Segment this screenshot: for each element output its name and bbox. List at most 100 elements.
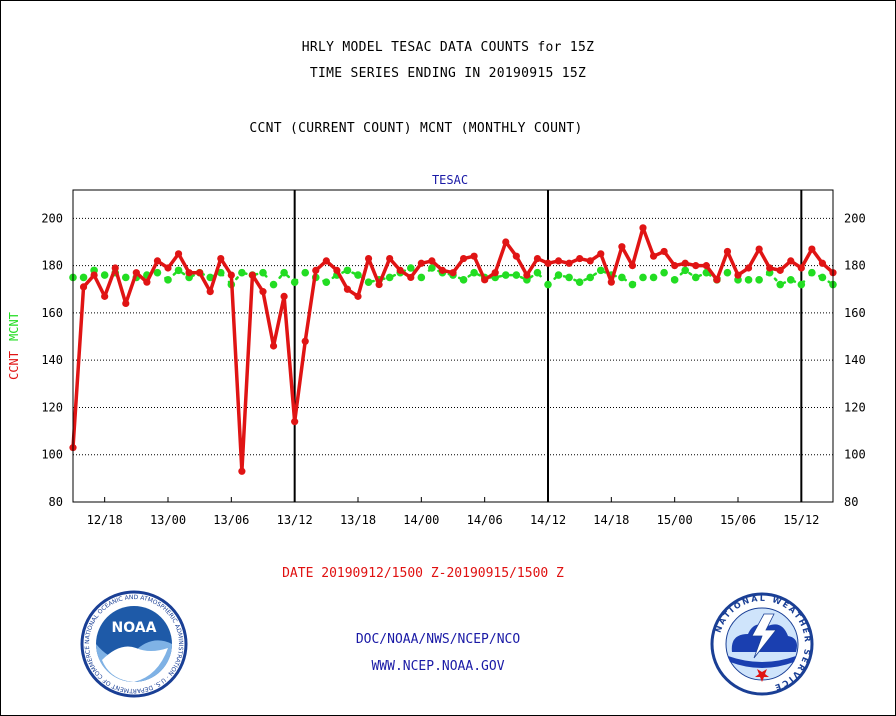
y-axis-label: CCNT MCNT <box>7 312 21 380</box>
y-tick-label-right: 200 <box>844 211 866 225</box>
ccnt-point <box>196 269 204 277</box>
x-tick-label: 13/00 <box>150 513 186 527</box>
mcnt-point <box>776 280 785 289</box>
ccnt-point <box>639 224 647 232</box>
mcnt-point <box>554 271 563 279</box>
ccnt-point <box>586 257 594 265</box>
mcnt-point <box>723 268 732 277</box>
mcnt-point <box>586 273 595 282</box>
ccnt-point <box>459 254 468 263</box>
ccnt-point <box>502 238 510 246</box>
chart-title-line-3: CCNT (CURRENT COUNT) MCNT (MONTHLY COUNT… <box>249 121 583 136</box>
chart-title-line-1: HRLY MODEL TESAC DATA COUNTS for 15Z <box>301 40 595 55</box>
ccnt-point <box>428 257 436 265</box>
ccnt-point <box>407 273 415 282</box>
ccnt-point <box>607 278 615 286</box>
day-boundary-lines <box>293 190 803 502</box>
noaa-logo: NOAA NATIONAL OCEANIC AND ATMOSPHERIC AD… <box>80 590 188 698</box>
mcnt-point <box>290 278 299 286</box>
ccnt-point <box>386 254 394 263</box>
ccnt-point <box>618 243 626 251</box>
x-tick-label: 13/12 <box>277 513 313 527</box>
ccnt-point <box>122 299 130 308</box>
x-tick-label: 15/12 <box>783 513 819 527</box>
x-axis-ticks: 12/18 13/00 13/06 13/12 13/18 14/00 14/06 14/12… <box>87 497 819 527</box>
mcnt-point <box>174 266 183 275</box>
mcnt-point <box>354 271 362 279</box>
x-tick-label: 14/18 <box>593 513 629 527</box>
ccnt-point <box>143 278 151 286</box>
y-tick-label-left: 200 <box>41 211 63 225</box>
mcnt-point <box>322 278 331 286</box>
ccnt-point <box>185 269 193 277</box>
ccnt-point <box>554 257 563 265</box>
x-tick-label: 14/00 <box>403 513 439 527</box>
ccnt-point <box>512 252 520 260</box>
ccnt-point <box>766 264 774 272</box>
ccnt-point <box>481 276 489 284</box>
ccnt-point <box>597 250 605 258</box>
ccnt-point <box>491 269 499 277</box>
mcnt-point <box>797 280 806 289</box>
y-tick-label-left: 160 <box>41 306 63 320</box>
x-tick-label: 12/18 <box>87 513 123 527</box>
ccnt-point <box>90 271 98 279</box>
ccnt-point <box>734 271 742 279</box>
ccnt-point <box>217 254 225 263</box>
mcnt-point <box>596 266 605 275</box>
ccnt-point <box>713 276 721 284</box>
mcnt-point <box>744 276 753 284</box>
mcnt-point <box>512 271 521 279</box>
ccnt-point <box>164 264 172 272</box>
ccnt-point <box>375 280 383 289</box>
credit-url[interactable]: WWW.NCEP.NOAA.GOV <box>371 659 505 674</box>
y-axis-ticks: 80 80 100 100 120 120 140 140 160 160 180 180 200 200 <box>41 211 865 509</box>
mcnt-point <box>660 268 668 277</box>
ccnt-point <box>702 262 710 270</box>
ccnt-point <box>322 257 330 265</box>
ccnt-point <box>692 262 700 270</box>
ccnt-point <box>681 259 689 267</box>
ccnt-point <box>797 264 805 272</box>
mcnt-point <box>628 280 637 289</box>
ccnt-point <box>79 283 88 291</box>
ccnt-point <box>417 259 425 267</box>
ccnt-point <box>111 264 119 272</box>
y-tick-label-right: 140 <box>844 353 866 367</box>
mcnt-point <box>565 273 573 282</box>
y-tick-label-right: 180 <box>844 259 866 273</box>
mcnt-point <box>216 268 225 277</box>
ccnt-line <box>71 226 835 474</box>
ccnt-point <box>776 266 784 274</box>
mcnt-point <box>238 268 246 277</box>
mcnt-point <box>406 264 415 272</box>
chart-title-line-2: TIME SERIES ENDING IN 20190915 15Z <box>309 66 587 81</box>
mcnt-point <box>501 271 510 279</box>
mcnt-point <box>670 276 679 284</box>
ccnt-point <box>544 259 552 267</box>
ccnt-point <box>343 285 352 293</box>
mcnt-point <box>280 268 288 277</box>
mcnt-point <box>385 273 394 282</box>
ccnt-point <box>312 266 320 274</box>
y-tick-label-right: 160 <box>844 306 866 320</box>
ccnt-point <box>438 266 447 274</box>
ccnt-point <box>153 257 162 265</box>
ccnt-point <box>576 254 584 263</box>
mcnt-point <box>755 276 763 284</box>
mcnt-point <box>533 268 542 277</box>
x-tick-label: 13/06 <box>213 513 249 527</box>
data-series <box>69 224 837 475</box>
y-tick-label-left: 140 <box>41 353 63 367</box>
ccnt-point <box>787 257 795 265</box>
ccnt-point <box>533 254 542 263</box>
mcnt-point <box>618 273 626 282</box>
x-tick-label: 14/06 <box>467 513 503 527</box>
noaa-logo-text: NOAA <box>112 620 157 636</box>
mcnt-point <box>470 268 478 277</box>
ccnt-point <box>174 250 183 258</box>
plot-area-border <box>72 189 834 503</box>
plot-title: TESAC <box>432 173 468 187</box>
y-tick-label-right: 100 <box>844 448 866 462</box>
ccnt-point <box>660 247 668 256</box>
